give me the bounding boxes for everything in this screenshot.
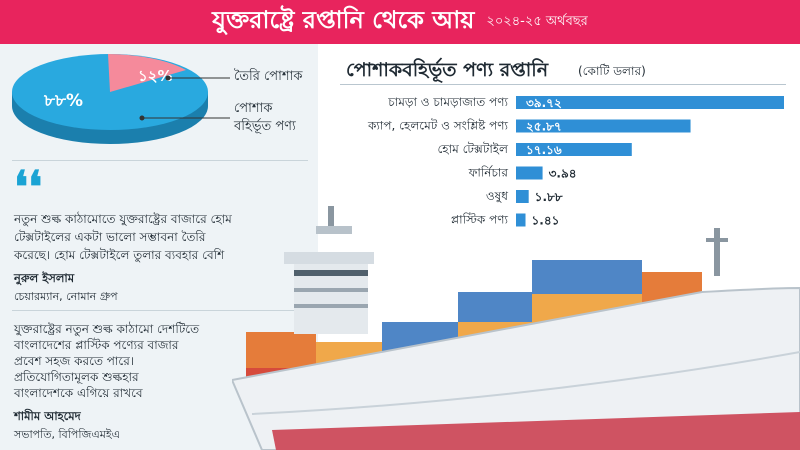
pie-value-rmg: ১২%	[138, 67, 173, 85]
chart-title: পোশাকবহির্ভূত পণ্য রপ্তানি	[346, 59, 549, 81]
bar	[516, 166, 543, 180]
fiscal-year-subtitle: ২০২৪-২৫ অর্থবছর	[486, 13, 588, 29]
bar-category-label: প্লাস্টিক পণ্য	[451, 213, 509, 227]
bar	[516, 119, 691, 133]
container	[246, 332, 316, 368]
quote-1-line-1: নতুন শুল্ক কাঠামোতে যুক্তরাষ্ট্রের বাজার…	[14, 212, 232, 226]
divider	[12, 160, 308, 161]
pie-leader-dot-non-rmg	[139, 115, 145, 121]
bar-category-label: ফার্নিচার	[468, 166, 509, 180]
bar-category-label: হোম টেক্সটাইল	[437, 142, 509, 156]
hull-bottom	[272, 412, 800, 450]
header: যুক্তরাষ্ট্রে রপ্তানি থেকে আয় ২০২৪-২৫ অ…	[0, 0, 800, 44]
bar	[516, 96, 784, 109]
pie-leader-dot-rmg	[165, 75, 171, 81]
container	[532, 260, 642, 294]
quote-2-line-2: বাংলাদেশের প্লাস্টিক পণ্যের বাজার	[14, 338, 179, 352]
bar-category-label: ক্যাপ, হেলমেট ও সংশ্লিষ্ট পণ্য	[367, 119, 508, 133]
bar-value-label: ১.৮৮	[535, 190, 563, 204]
bar-value-label: ৩.৯৪	[549, 167, 577, 181]
quote-2-line-5: বাংলাদেশকে এগিয়ে রাখবে	[14, 386, 143, 400]
bar	[516, 143, 632, 156]
bar	[516, 213, 526, 227]
bar-value-label: ৩৯.৭২	[526, 96, 562, 110]
quote-1-line-3: করেছে। হোম টেক্সটাইলে তুলার ব্যবহার বেশি	[14, 248, 225, 262]
bar-chart: চামড়া ও চামড়াজাত পণ্য ৩৯.৭২ ক্যাপ, হেলমে…	[367, 95, 784, 228]
header-bar	[0, 0, 800, 44]
bow-mast	[706, 228, 728, 276]
chart-rule	[340, 84, 786, 85]
pie-slice-rmg	[108, 54, 186, 92]
bar-category-label: ওষুধ	[486, 189, 508, 204]
quote-2-role: সভাপতি, বিপিজিএমইএ	[14, 428, 120, 441]
pie-label-non-rmg-line2: বহির্ভূত পণ্য	[234, 119, 296, 134]
bar-value-label: ১.৪১	[532, 214, 560, 228]
pie-value-non-rmg: ৮৮%	[43, 91, 83, 111]
ship-hull	[232, 286, 800, 450]
cargo-ship-illustration	[232, 206, 800, 450]
ship-bridge	[284, 206, 374, 334]
quote-2-line-4: প্রতিযোগিতামূলক শুল্কহার	[14, 370, 139, 384]
quote-1-author: নুরুল ইসলাম	[14, 271, 75, 285]
page-title: যুক্তরাষ্ট্রে রপ্তানি থেকে আয়	[212, 6, 475, 34]
quote-2-author: শামীম আহমেদ	[14, 409, 81, 423]
quote-2-line-1: যুক্তরাষ্ট্রের নতুন শুল্ক কাঠামো দেশটিতে	[14, 322, 200, 336]
quote-1-role: চেয়ারম্যান, নোমান গ্রুপ	[14, 290, 118, 303]
bar-category-label: চামড়া ও চামড়াজাত পণ্য	[387, 95, 508, 109]
quote-2-line-3: প্রবেশ সহজ করতে পারে।	[14, 354, 135, 368]
quote-1-line-2: টেক্সটাইলের একটা ভালো সম্ভাবনা তৈরি	[14, 230, 206, 244]
bar	[516, 190, 529, 203]
bar-value-label: ২৫.৮৭	[526, 120, 562, 134]
pie-label-rmg: তৈরি পোশাক	[234, 69, 303, 84]
container	[458, 292, 532, 322]
hull-stripe	[251, 351, 800, 415]
bar-value-label: ১৭.১৬	[526, 143, 562, 157]
divider	[12, 310, 308, 311]
pie-label-non-rmg-line1: পোশাক	[234, 101, 273, 116]
quote-icon: ❛❛	[14, 162, 43, 213]
chart-unit: (কোটি ডলার)	[578, 64, 646, 78]
pie-chart: ১২% ৮৮%	[12, 54, 230, 144]
